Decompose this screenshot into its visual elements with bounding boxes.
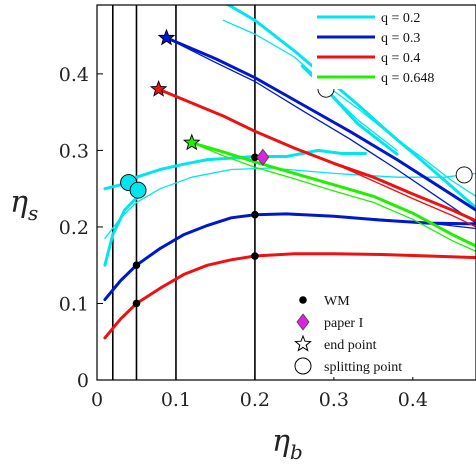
wm-point <box>251 252 259 260</box>
end-point-star <box>182 133 201 151</box>
series-line-q0-descend-thin <box>222 19 476 197</box>
legend-series-label: q = 0.648 <box>381 71 434 86</box>
x-tick-label: 0.3 <box>319 389 349 411</box>
legend-marker-label: paper I <box>324 316 364 331</box>
legend-series-label: q = 0.2 <box>381 11 420 26</box>
legend-markers: WM paper I end point splitting point <box>280 285 473 377</box>
end-point-star <box>157 28 176 46</box>
x-tick-label: 0 <box>91 389 103 411</box>
x-axis-title: ηb <box>272 424 303 464</box>
splitting-point <box>455 166 473 184</box>
legend-series-label: q = 0.4 <box>381 51 420 66</box>
x-axis-symbol: η <box>272 424 290 459</box>
y-tick-label: 0.2 <box>59 217 89 239</box>
legend-diamond-marker <box>296 313 310 331</box>
y-axis-subscript: s <box>28 201 38 225</box>
x-tick-label: 0.4 <box>398 389 428 411</box>
series-line-q3-upper-thick <box>190 141 476 248</box>
wm-point <box>251 210 259 219</box>
legend-marker-label: end point <box>324 338 377 353</box>
legend-dot-marker <box>299 296 307 304</box>
axis-ticks: 0 0.1 0.2 0.3 0.4 0 0.1 0.2 0.3 0.4 <box>59 64 428 411</box>
plot-frame <box>96 4 476 381</box>
series-line-q0-lower-thick <box>103 196 138 267</box>
y-tick-label: 0.1 <box>59 293 89 315</box>
y-axis-symbol: η <box>10 185 28 220</box>
x-axis-subscript: b <box>290 440 303 464</box>
end-point-star <box>149 79 168 97</box>
wm-point <box>251 153 259 162</box>
y-axis-title: ηs <box>10 185 38 225</box>
legend-markers-box <box>280 285 473 377</box>
series-line-q3-upper-thin <box>191 142 476 253</box>
legend-series-box <box>312 7 473 89</box>
legend-circle-marker <box>294 357 312 375</box>
legend-series: q = 0.2 q = 0.3 q = 0.4 q = 0.648 <box>312 7 473 89</box>
legend-marker-label: WM <box>324 294 350 309</box>
wm-point <box>132 261 141 270</box>
legend-series-label: q = 0.3 <box>381 31 420 46</box>
legend-star-marker <box>294 334 312 352</box>
y-tick-label: 0 <box>77 370 89 392</box>
series-line-q2-upper-thick <box>157 87 476 223</box>
series-line-q0-upper-thin <box>104 167 476 240</box>
legend-marker-label: splitting point <box>324 360 402 375</box>
series-line-q1-upper-thick <box>165 36 476 212</box>
x-tick-label: 0.2 <box>240 389 270 411</box>
y-tick-label: 0.4 <box>59 64 89 86</box>
series-line-q1-upper-thin <box>165 37 476 224</box>
series-line-q0-branch-thin <box>325 88 398 152</box>
wm-point <box>132 299 141 308</box>
series-line-q0-descend-thick <box>225 5 476 210</box>
x-tick-label: 0.1 <box>161 389 191 411</box>
paper1-point <box>256 148 270 166</box>
y-tick-label: 0.3 <box>59 140 89 162</box>
splitting-point <box>129 181 147 199</box>
